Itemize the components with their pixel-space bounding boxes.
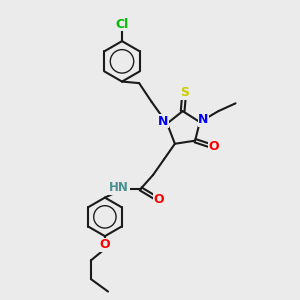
Text: S: S — [180, 86, 189, 99]
Text: HN: HN — [109, 182, 129, 194]
Text: N: N — [158, 115, 169, 128]
Text: N: N — [198, 113, 209, 126]
Text: O: O — [100, 238, 110, 251]
Text: O: O — [153, 193, 164, 206]
Text: Cl: Cl — [116, 17, 129, 31]
Text: O: O — [208, 140, 219, 153]
